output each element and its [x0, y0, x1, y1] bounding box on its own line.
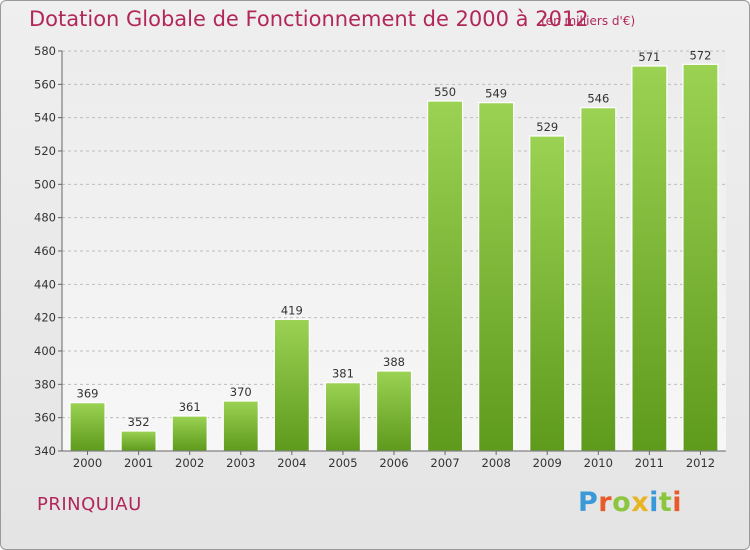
value-label-2006: 388	[383, 355, 405, 369]
value-label-2010: 546	[587, 92, 609, 106]
y-tick-label: 520	[34, 144, 56, 158]
value-label-2012: 572	[689, 48, 711, 62]
chart-title: Dotation Globale de Fonctionnement de 20…	[29, 7, 589, 31]
y-tick-label: 360	[34, 411, 56, 425]
bar-2009	[529, 135, 566, 452]
x-tick-label-2001: 2001	[124, 456, 153, 470]
bar-2010	[580, 107, 617, 452]
bar-2003	[222, 400, 259, 452]
value-label-2009: 529	[536, 120, 558, 134]
x-tick-label-2003: 2003	[226, 456, 255, 470]
value-label-2008: 549	[485, 87, 507, 101]
x-tick-label-2011: 2011	[635, 456, 664, 470]
x-tick-label-2004: 2004	[277, 456, 306, 470]
bar-2005	[324, 382, 362, 452]
x-tick-label-2009: 2009	[533, 456, 562, 470]
bars: 369 352 361 370 419 381 388 550 549 529 546 571 572	[69, 48, 719, 452]
y-tick-label: 340	[34, 444, 56, 458]
value-label-2001: 352	[128, 415, 150, 429]
y-tick-label: 380	[34, 377, 56, 391]
bar-2000	[69, 402, 106, 452]
y-tick-label: 420	[34, 311, 56, 325]
bar-2011	[631, 65, 668, 452]
value-label-2005: 381	[332, 367, 354, 381]
bar-2012	[682, 63, 719, 452]
axes: 340 360 380 400 420 440 460 480 500 520 540 560 580 2…	[34, 44, 726, 470]
chart-subtitle: (en milliers d'€)	[541, 14, 636, 28]
logo-letter: x	[631, 487, 650, 518]
logo-letter: r	[598, 487, 613, 518]
y-tick-label: 480	[34, 211, 56, 225]
bar-2008	[478, 102, 515, 452]
y-tick-label: 560	[34, 77, 56, 91]
x-tick-label-2000: 2000	[73, 456, 102, 470]
x-tick-label-2006: 2006	[379, 456, 408, 470]
y-tick-label: 400	[34, 344, 56, 358]
town-name: PRINQUIAU	[37, 494, 142, 515]
bar-2006	[375, 370, 413, 452]
bar-2007	[426, 100, 464, 452]
logo-letter: P	[578, 487, 599, 518]
y-tick-label: 540	[34, 111, 56, 125]
logo-letter: i	[649, 487, 659, 518]
value-label-2004: 419	[281, 303, 303, 317]
x-tick-label-2007: 2007	[430, 456, 459, 470]
x-tick-label-2005: 2005	[328, 456, 357, 470]
x-tick-label-2010: 2010	[584, 456, 613, 470]
logo-letter: o	[612, 487, 632, 518]
value-label-2003: 370	[230, 385, 252, 399]
value-label-2007: 550	[434, 85, 456, 99]
logo-letter: i	[672, 487, 683, 518]
y-tick-label: 460	[34, 244, 56, 258]
bar-2001	[120, 430, 157, 452]
value-label-2000: 369	[77, 387, 99, 401]
x-tick-label-2002: 2002	[175, 456, 204, 470]
value-label-2002: 361	[179, 400, 201, 414]
value-label-2011: 571	[638, 50, 660, 64]
logo-letter: t	[658, 487, 673, 518]
y-tick-label: 500	[34, 177, 56, 191]
proxiti-logo: Proxiti	[578, 487, 682, 518]
x-tick-label-2012: 2012	[686, 456, 715, 470]
bar-2002	[171, 415, 208, 452]
bar-2004	[273, 318, 310, 452]
x-tick-label-2008: 2008	[482, 456, 511, 470]
y-tick-label: 440	[34, 277, 56, 291]
y-tick-label: 580	[34, 44, 56, 58]
